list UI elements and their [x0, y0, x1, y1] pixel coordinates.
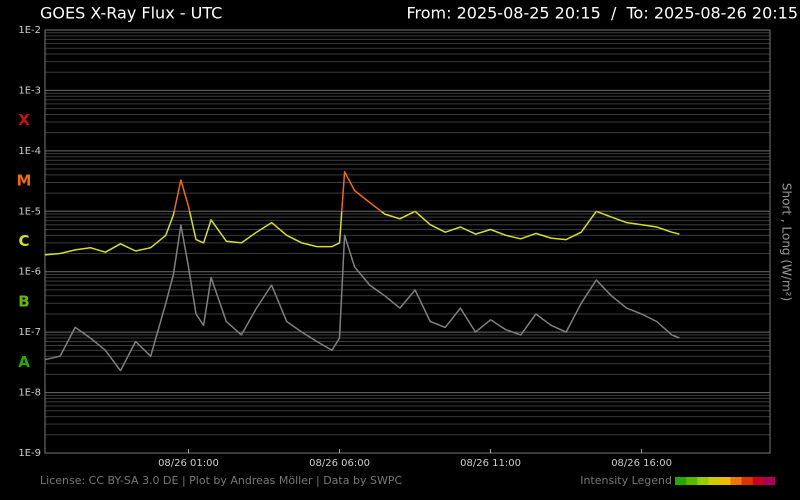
- footer: License: CC BY-SA 3.0 DE | Plot by Andre…: [40, 474, 402, 487]
- legend-label: Intensity Legend: [580, 474, 672, 487]
- series-line: [44, 171, 680, 256]
- legend-swatch: [708, 477, 720, 485]
- y-tick-label: 1E-8: [18, 388, 41, 399]
- y-tick-label: 1E-4: [18, 146, 41, 157]
- legend-swatch: [686, 477, 698, 485]
- y-axis-label: Short , Long (W/m²): [780, 183, 794, 301]
- y-tick-label: 1E-7: [18, 327, 41, 338]
- y-tick-label: 1E-9: [18, 448, 41, 459]
- x-tick-label: 08/26 11:00: [460, 458, 521, 469]
- class-label: A: [18, 353, 30, 371]
- y-tick-label: 1E-6: [18, 267, 41, 278]
- series-line: [44, 224, 680, 372]
- x-tick-label: 08/26 16:00: [611, 458, 672, 469]
- legend-swatch: [752, 477, 765, 485]
- legend-swatch: [763, 477, 776, 485]
- y-tick-label: 1E-5: [18, 206, 41, 217]
- class-label: B: [18, 292, 29, 310]
- legend-swatch: [741, 477, 753, 485]
- x-tick-label: 08/26 01:00: [158, 458, 219, 469]
- plot-frame: [44, 29, 771, 454]
- class-label: M: [17, 172, 32, 190]
- legend-swatch: [675, 477, 687, 485]
- legend-swatch: [697, 477, 709, 485]
- x-tick-label: 08/26 06:00: [309, 458, 370, 469]
- class-label: C: [18, 232, 29, 250]
- legend-swatch: [730, 477, 742, 485]
- y-tick-label: 1E-3: [18, 85, 41, 96]
- class-label: X: [18, 111, 30, 129]
- chart-title: GOES X-Ray Flux - UTC: [40, 4, 222, 23]
- legend-swatch: [719, 477, 731, 485]
- chart-subtitle: From: 2025-08-25 20:15 / To: 2025-08-26 …: [406, 4, 798, 23]
- y-tick-label: 1E-2: [18, 25, 41, 36]
